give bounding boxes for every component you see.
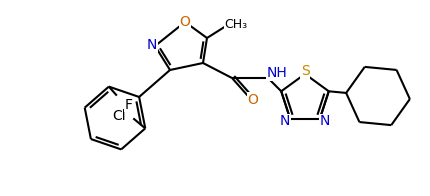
Text: CH₃: CH₃ [224,17,248,31]
Text: O: O [180,15,190,29]
Text: N: N [280,114,291,128]
Text: O: O [248,93,258,107]
Text: N: N [319,114,330,128]
Text: Cl: Cl [113,109,126,123]
Text: S: S [301,64,309,78]
Text: N: N [147,38,157,52]
Text: F: F [125,98,133,112]
Text: NH: NH [267,66,287,80]
